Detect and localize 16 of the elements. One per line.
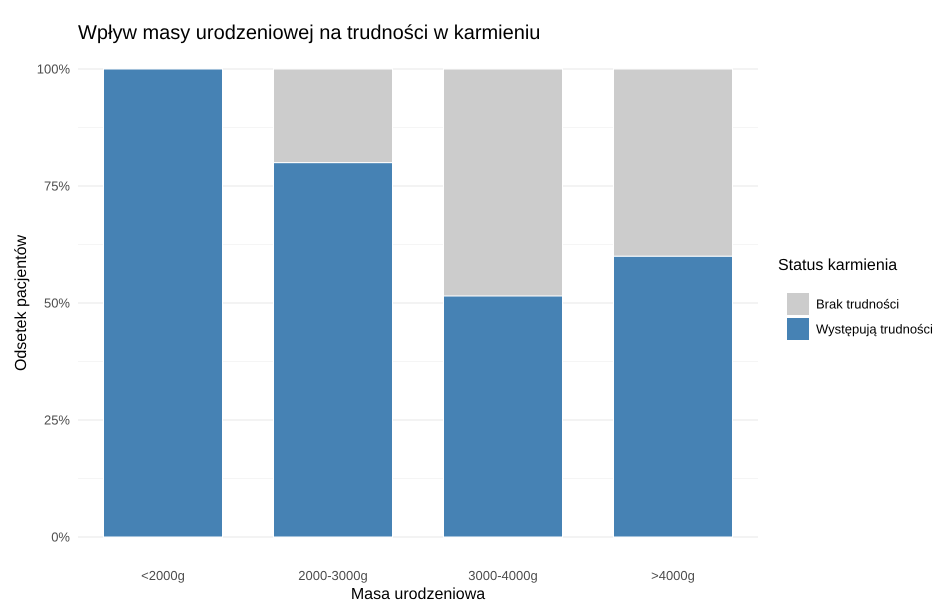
y-axis-title: Odsetek pacjentów bbox=[13, 234, 30, 372]
y-tick-label: 50% bbox=[44, 296, 70, 311]
bar bbox=[103, 68, 223, 538]
legend-title: Status karmienia bbox=[778, 257, 898, 274]
y-tick-label: 75% bbox=[44, 178, 70, 194]
x-axis-title: Masa urodzeniowa bbox=[350, 586, 486, 603]
x-tick-label: <2000g bbox=[141, 568, 185, 583]
y-tick-label: 0% bbox=[51, 530, 70, 545]
x-tick-label: 2000-3000g bbox=[298, 568, 368, 583]
legend-label: Brak trudności bbox=[816, 296, 900, 312]
text: Występują trudności bbox=[816, 322, 934, 337]
y-tick-label: 25% bbox=[44, 412, 70, 428]
chart-title: Wpływ masy urodzeniowej na trudności w karmieniu bbox=[78, 22, 540, 44]
x-tick-label: 3000-4000g bbox=[468, 568, 538, 583]
x-tick-label: >4000g bbox=[651, 568, 695, 583]
y-tick-label: 100% bbox=[36, 62, 70, 77]
